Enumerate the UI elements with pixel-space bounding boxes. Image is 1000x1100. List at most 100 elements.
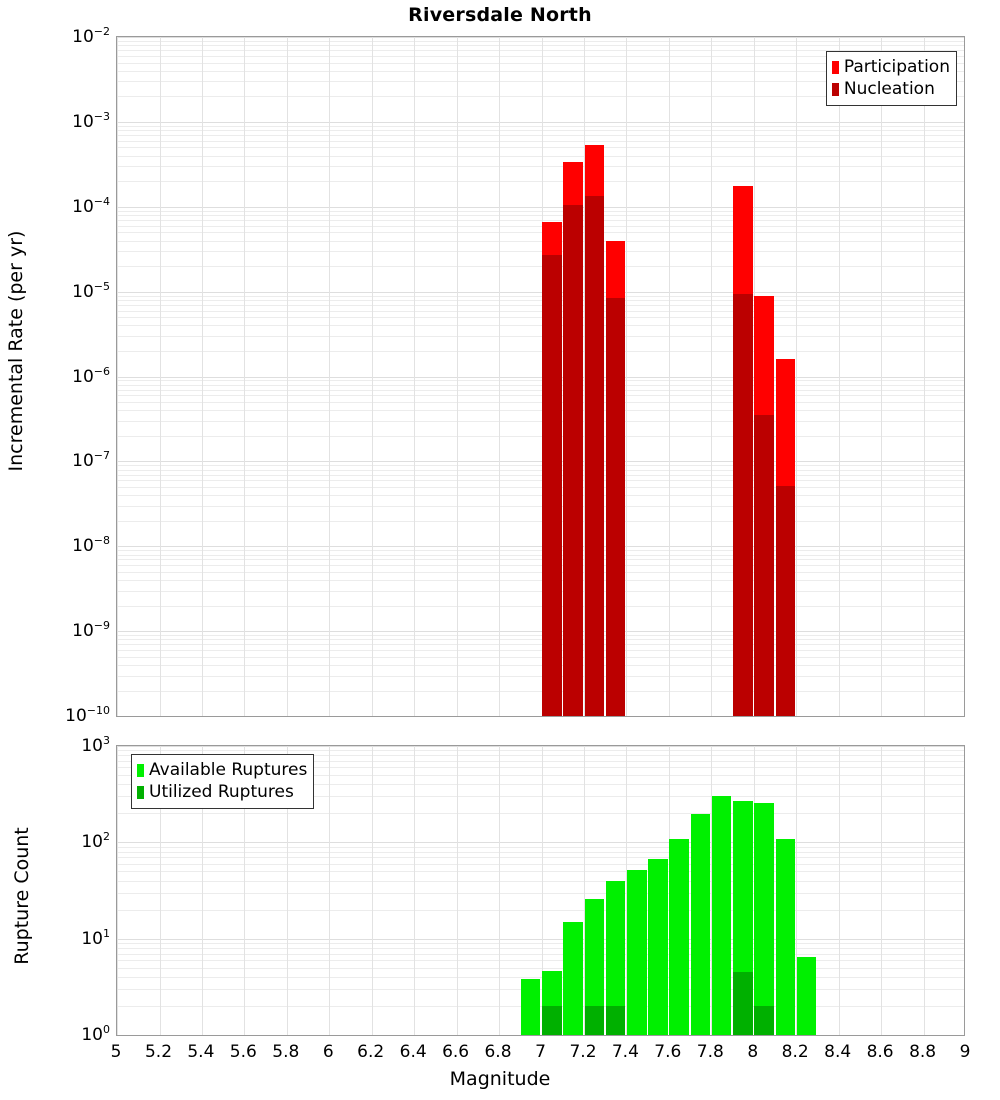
legend-item: Nucleation <box>831 78 950 100</box>
gridline-horizontal <box>117 121 964 123</box>
y-axis-tick-label: 103 <box>81 734 110 756</box>
legend-swatch-icon <box>831 60 839 74</box>
gridline-horizontal <box>117 37 964 38</box>
bar-available-ruptures <box>563 921 583 1035</box>
bar-available-ruptures <box>711 796 732 1035</box>
gridline-vertical <box>881 37 883 716</box>
gridline-horizontal <box>117 325 964 327</box>
gridline-horizontal <box>117 851 964 853</box>
x-axis-tick-label: 5.6 <box>229 1042 257 1062</box>
gridline-horizontal <box>117 474 964 476</box>
gridline-horizontal <box>117 420 964 422</box>
gridline-horizontal <box>117 251 964 253</box>
x-axis-tick-label: 5 <box>110 1042 122 1062</box>
legend-item: Participation <box>831 56 950 78</box>
gridline-horizontal <box>117 81 964 83</box>
x-axis-tick-label: 8.2 <box>781 1042 809 1062</box>
bar-nucleation <box>775 485 796 716</box>
x-axis-tick-label: 7.8 <box>696 1042 724 1062</box>
gridline-vertical <box>796 37 798 716</box>
gridline-horizontal <box>117 130 964 132</box>
bar-available-ruptures <box>669 839 690 1035</box>
gridline-horizontal <box>117 871 964 873</box>
gridline-vertical <box>159 746 161 1035</box>
gridline-horizontal <box>117 225 964 227</box>
gridline-horizontal <box>117 813 964 815</box>
gridline-horizontal <box>117 863 964 865</box>
gridline-horizontal <box>117 50 964 52</box>
gridline-horizontal <box>117 402 964 403</box>
x-axis-tick-label: 6 <box>322 1042 334 1062</box>
gridline-horizontal <box>117 299 964 301</box>
bar-nucleation <box>733 293 753 716</box>
gridline-vertical <box>796 746 798 1035</box>
gridline-horizontal <box>117 554 964 556</box>
gridline-horizontal <box>117 909 964 911</box>
x-axis-tick-label: 5.4 <box>187 1042 215 1062</box>
gridline-horizontal <box>117 943 964 945</box>
gridline-horizontal <box>117 880 964 882</box>
bar-utilized-ruptures <box>605 1006 626 1035</box>
y-axis-tick-label: 10−8 <box>72 534 110 557</box>
gridline-horizontal <box>117 291 964 293</box>
bar-available-ruptures <box>605 880 626 1035</box>
gridline-horizontal <box>117 1035 964 1036</box>
y-axis-tick-label: 10−3 <box>72 110 110 132</box>
y-axis-tick-label: 10−10 <box>65 704 110 726</box>
gridline-vertical <box>201 37 203 716</box>
gridline-horizontal <box>117 232 964 234</box>
gridline-horizontal <box>117 480 964 482</box>
gridline-horizontal <box>117 135 964 136</box>
gridline-vertical <box>414 746 416 1035</box>
gridline-vertical <box>371 746 373 1035</box>
legend-incremental-rate: Participation Nucleation <box>825 51 957 106</box>
legend-swatch-icon <box>137 763 144 777</box>
gridline-horizontal <box>117 96 964 98</box>
x-axis-tick-label: 7.6 <box>654 1042 682 1062</box>
gridline-horizontal <box>117 953 964 955</box>
gridline-horizontal <box>117 486 964 488</box>
x-axis-tick-label: 7.2 <box>569 1042 597 1062</box>
bar-available-ruptures <box>690 814 711 1035</box>
gridline-horizontal <box>117 469 964 471</box>
gridline-horizontal <box>117 317 964 319</box>
gridline-horizontal <box>117 550 964 552</box>
bar-nucleation <box>542 255 562 716</box>
gridline-horizontal <box>117 240 964 242</box>
x-axis-tick-label: 6.6 <box>442 1042 470 1062</box>
gridline-horizontal <box>117 559 964 561</box>
gridline-horizontal <box>117 380 964 382</box>
gridline-vertical <box>244 746 246 1035</box>
legend-item-label: Participation <box>843 56 950 77</box>
y-axis-tick-label: 10−6 <box>72 364 110 387</box>
gridline-horizontal <box>117 755 964 757</box>
gridline-horizontal <box>117 155 964 157</box>
gridline-horizontal <box>117 495 964 497</box>
gridline-horizontal <box>117 846 964 848</box>
gridline-horizontal <box>117 767 964 769</box>
y-axis-tick-label: 10−7 <box>72 449 110 472</box>
bar-available-ruptures <box>584 898 605 1035</box>
bar-available-ruptures <box>775 839 796 1035</box>
x-axis-tick-label: 8.6 <box>866 1042 894 1062</box>
x-axis-tick-label: 7.4 <box>611 1042 639 1062</box>
gridline-horizontal <box>117 948 964 949</box>
bar-utilized-ruptures <box>733 972 753 1035</box>
gridline-vertical <box>668 37 670 716</box>
bar-available-ruptures <box>520 979 541 1035</box>
gridline-horizontal <box>117 40 964 42</box>
gridline-vertical <box>923 37 925 716</box>
gridline-horizontal <box>117 206 964 208</box>
gridline-horizontal <box>117 967 964 969</box>
x-axis-tick-label: 5.8 <box>272 1042 300 1062</box>
gridline-horizontal <box>117 546 964 548</box>
plot-area-rupture-count: Available Ruptures Utilized Ruptures <box>116 745 965 1036</box>
y-axis-tick-label: 10−4 <box>72 194 110 217</box>
legend-item-label: Utilized Ruptures <box>149 781 294 802</box>
gridline-vertical <box>201 746 203 1035</box>
legend-item-label: Available Ruptures <box>149 759 308 780</box>
x-axis-tick-label: 8 <box>747 1042 759 1062</box>
gridline-horizontal <box>117 140 964 142</box>
gridline-horizontal <box>117 892 964 894</box>
